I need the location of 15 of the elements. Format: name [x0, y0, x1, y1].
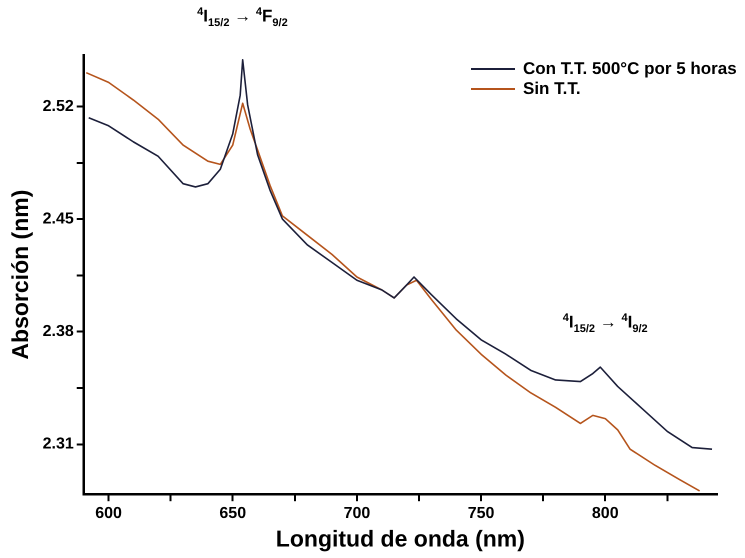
x-tick-label: 800: [592, 505, 619, 522]
x-axis-title: Longitud de onda (nm): [276, 526, 525, 552]
x-tick-label: 700: [344, 505, 370, 522]
x-tick-label: 650: [219, 505, 246, 522]
text: $^{4}$I$_{15/2}$ → $^{4}$F$_{9/2}$: [197, 6, 288, 30]
y-tick-label: 2.38: [42, 323, 74, 340]
y-tick-label: 2.45: [42, 210, 74, 228]
legend-label: Con T.T. 500°C por 5 horas: [523, 59, 737, 79]
x-tick-label: 600: [95, 505, 122, 522]
y-tick-label: 2.52: [42, 98, 74, 115]
annotation: $^{4}$I$_{15/2}$ → $^{4}$I$_{9/2}$: [562, 312, 648, 335]
legend-label: Sin T.T.: [523, 79, 581, 99]
y-axis-title: Absorción (nm): [7, 190, 34, 360]
x-tick-label: 750: [468, 505, 495, 522]
y-tick-label: 2.31: [42, 436, 74, 453]
